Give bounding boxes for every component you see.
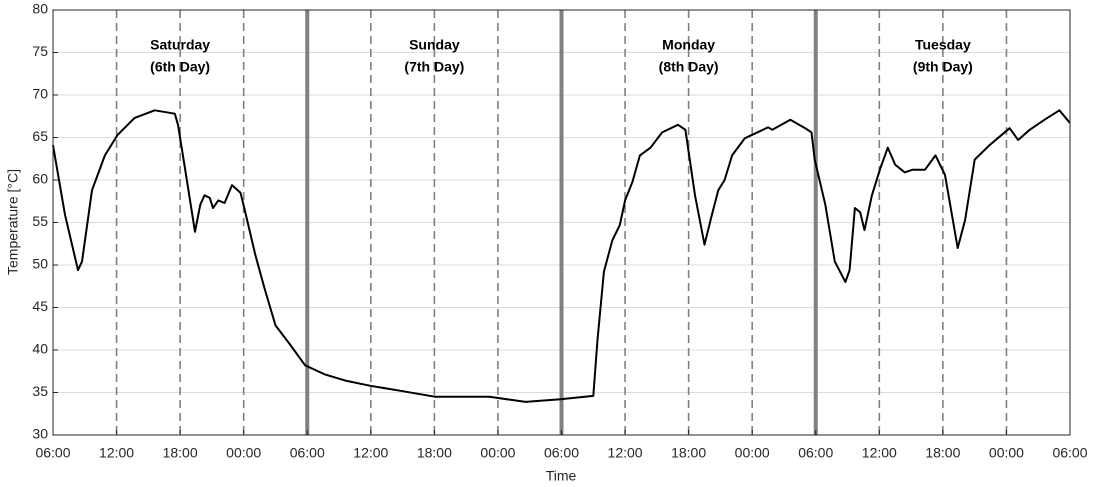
temperature-line: [52, 109, 1071, 403]
x-tick-label: 12:00: [862, 445, 897, 461]
y-tick-label: 45: [32, 298, 48, 314]
y-tick-label: 55: [32, 213, 48, 229]
y-tick-label: 65: [32, 128, 48, 144]
plot-border: [52, 9, 1071, 436]
y-tick-label: 35: [32, 383, 48, 399]
x-tick-label: 18:00: [925, 445, 960, 461]
y-tick-label: 80: [32, 1, 48, 17]
x-tick-label: 12:00: [353, 445, 388, 461]
x-tick-label: 06:00: [35, 445, 70, 461]
y-axis-label: Temperature [°C]: [5, 169, 21, 275]
x-tick-label: 00:00: [735, 445, 770, 461]
x-tick-label: 00:00: [989, 445, 1024, 461]
day-title: Tuesday: [915, 37, 971, 53]
day-subtitle: (7th Day): [404, 59, 464, 75]
x-tick-label: 18:00: [163, 445, 198, 461]
y-tick-label: 75: [32, 43, 48, 59]
x-tick-label: 06:00: [290, 445, 325, 461]
x-tick-label: 00:00: [226, 445, 261, 461]
day-title: Monday: [662, 37, 715, 53]
x-tick-label: 06:00: [544, 445, 579, 461]
y-tick-label: 60: [32, 171, 48, 187]
y-tick-label: 40: [32, 341, 48, 357]
x-tick-label: 06:00: [1052, 445, 1087, 461]
day-subtitle: (6th Day): [150, 59, 210, 75]
day-subtitle: (8th Day): [659, 59, 719, 75]
day-subtitle: (9th Day): [913, 59, 973, 75]
x-tick-label: 12:00: [99, 445, 134, 461]
x-axis-label: Time: [546, 468, 577, 484]
y-tick-label: 50: [32, 256, 48, 272]
day-title: Sunday: [409, 37, 460, 53]
x-tick-label: 18:00: [671, 445, 706, 461]
x-tick-label: 18:00: [417, 445, 452, 461]
y-tick-label: 70: [32, 86, 48, 102]
x-tick-label: 06:00: [798, 445, 833, 461]
y-tick-label: 30: [32, 426, 48, 442]
x-tick-label: 00:00: [480, 445, 515, 461]
day-title: Saturday: [150, 37, 210, 53]
x-tick-label: 12:00: [608, 445, 643, 461]
